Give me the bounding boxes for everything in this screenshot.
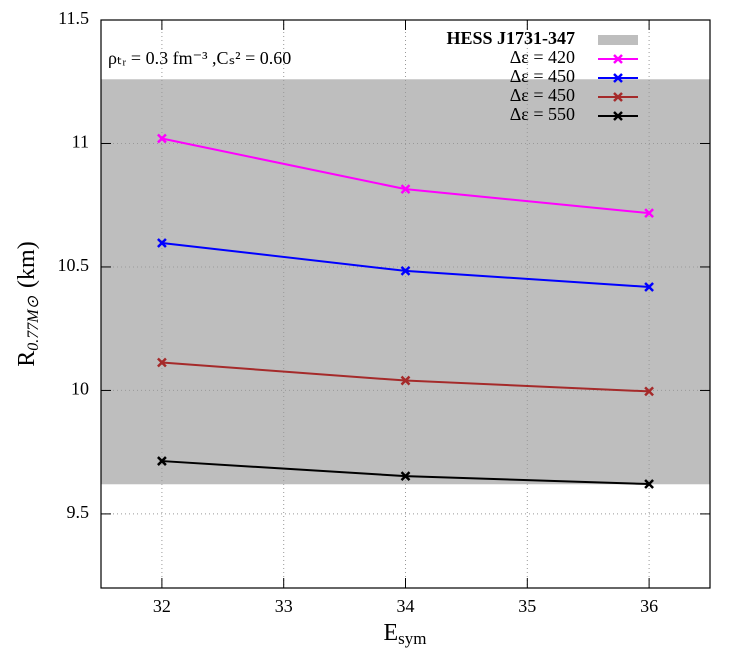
y-tick-label: 10.5: [58, 255, 90, 275]
marker-stroke: [400, 375, 411, 386]
y-tick-label: 11.5: [58, 8, 89, 28]
y-tick-label: 9.5: [67, 502, 90, 522]
legend-label: Δε = 420: [510, 47, 575, 67]
x-tick-label: 36: [640, 596, 658, 616]
y-axis-title-main: R: [14, 351, 40, 367]
legend-marker: [613, 73, 623, 83]
marker-stroke: [644, 208, 654, 219]
y-axis-title: R0.77M⊙ (km): [14, 241, 42, 366]
legend-marker: [613, 54, 623, 64]
marker-stroke: [613, 92, 623, 102]
plot-frame: [100, 19, 711, 589]
marker-stroke: [400, 471, 411, 482]
marker-stroke: [157, 357, 167, 368]
x-axis-title-main: E: [383, 620, 398, 646]
x-tick-label: 35: [518, 596, 536, 616]
marker-stroke: [613, 111, 623, 121]
legend-label: Δε = 450: [510, 66, 575, 86]
x-tick-label: 34: [397, 596, 415, 616]
marker-stroke: [157, 238, 167, 248]
marker-stroke: [644, 479, 654, 489]
point: [157, 357, 167, 368]
y-axis-title-unit: (km): [14, 241, 40, 288]
legend-label: Δε = 450: [510, 85, 575, 105]
point: [400, 184, 411, 195]
y-tick-label: 10: [71, 379, 89, 399]
legend-label: HESS J1731-347: [446, 28, 575, 48]
x-axis-title-sub: sym: [398, 629, 426, 648]
point: [400, 471, 411, 482]
point: [644, 479, 654, 489]
annotation: ρₜᵣ = 0.3 fm⁻³ ,Cₛ² = 0.60: [108, 48, 291, 68]
point: [400, 266, 411, 276]
marker-stroke: [613, 54, 623, 64]
marker-stroke: [644, 386, 654, 397]
x-tick-label: 32: [153, 596, 171, 616]
legend-marker: [613, 92, 623, 102]
marker-stroke: [157, 456, 167, 466]
point: [400, 375, 411, 386]
point: [157, 456, 167, 466]
point: [644, 386, 654, 397]
x-axis-title: Esym: [383, 620, 426, 648]
marker-stroke: [644, 282, 654, 292]
point: [644, 208, 654, 219]
point: [157, 238, 167, 248]
point: [157, 133, 167, 144]
y-tick-label: 11: [72, 132, 89, 152]
marker-stroke: [400, 266, 411, 276]
point: [644, 282, 654, 292]
legend-swatch: [598, 35, 638, 45]
marker-stroke: [613, 73, 623, 83]
legend-label: Δε = 550: [510, 104, 575, 124]
legend-marker: [613, 111, 623, 121]
y-axis-title-sub: 0.77M⊙: [25, 295, 42, 350]
marker-stroke: [400, 184, 411, 195]
marker-stroke: [157, 133, 167, 144]
x-tick-label: 33: [275, 596, 293, 616]
